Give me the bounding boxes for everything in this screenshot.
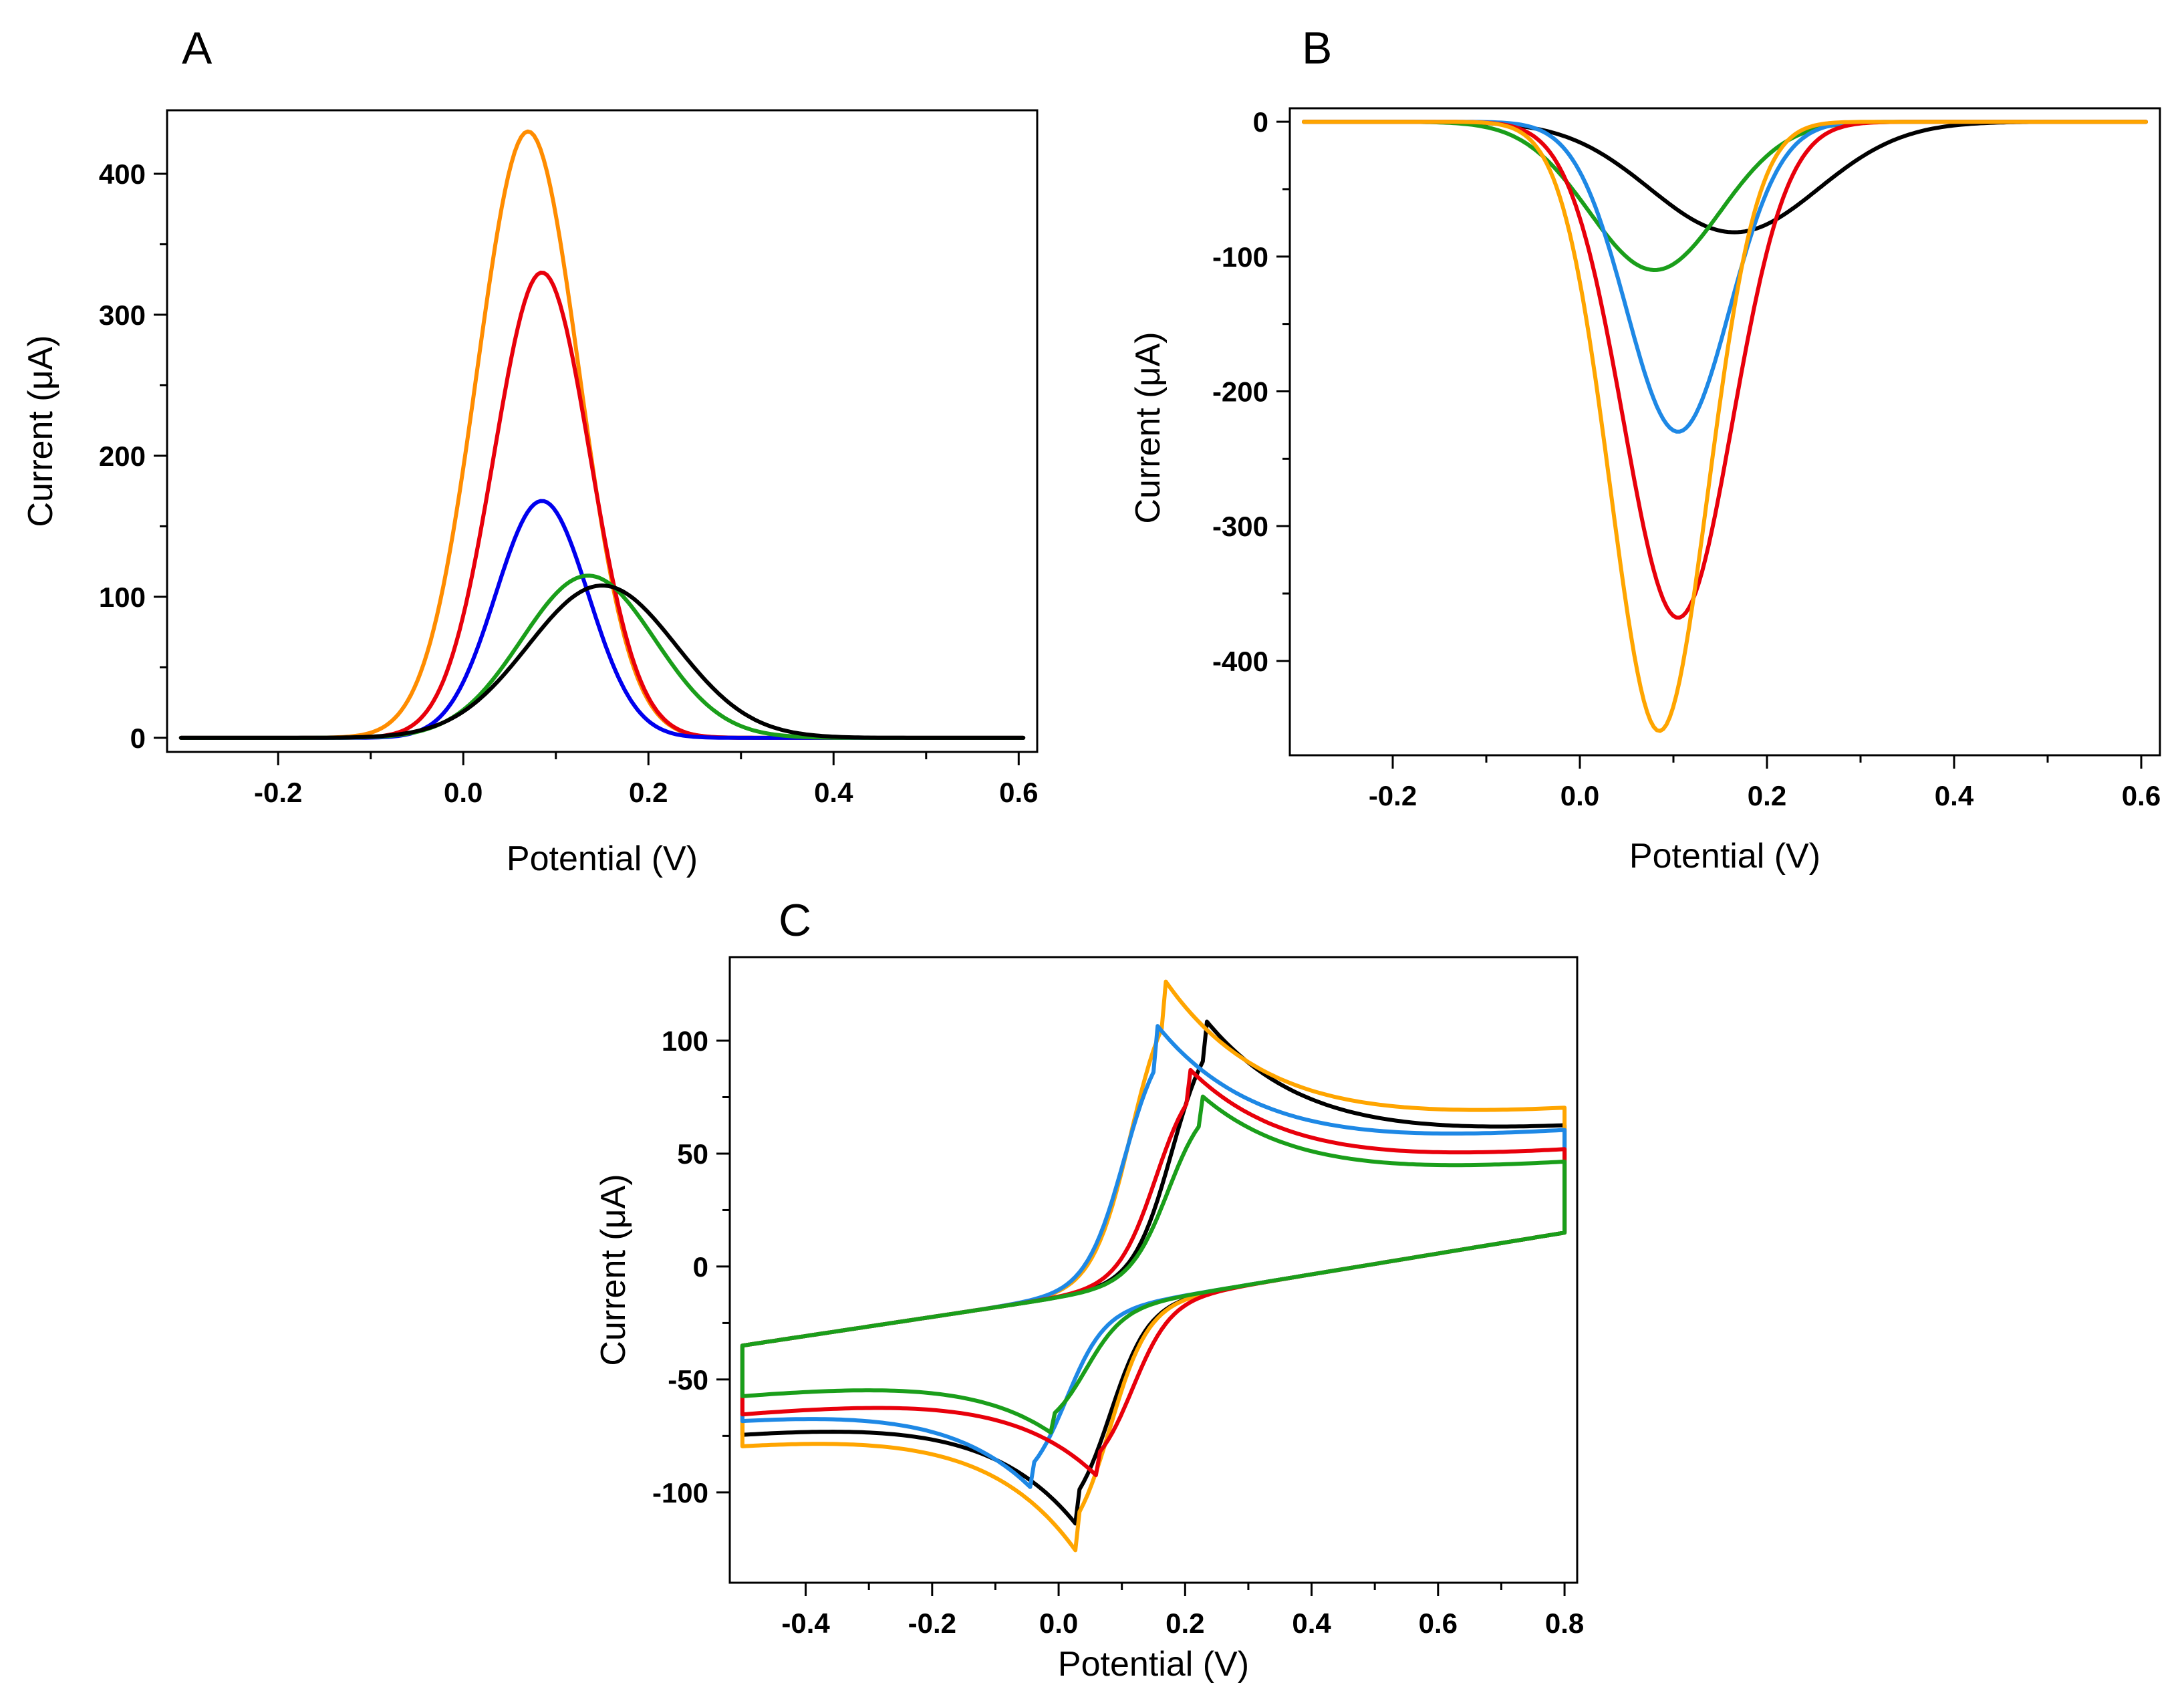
panel-b-series-line xyxy=(1302,120,2148,434)
panel-b-series-line xyxy=(1302,120,2148,235)
panel-a-letter: A xyxy=(182,23,213,74)
panel-a-series-line xyxy=(178,583,1026,740)
panel-a-curves xyxy=(178,129,1026,740)
panel-a-x-tick-label: 0.2 xyxy=(629,777,668,808)
panel-b-x-axis-title: Potential (V) xyxy=(1629,837,1820,876)
panel-b-y-tick-label: -100 xyxy=(1212,241,1268,273)
panel-b-y-tick-label: -300 xyxy=(1212,511,1268,542)
panel-a-x-tick-label: -0.2 xyxy=(254,777,302,808)
panel-b-y-tick-label: -200 xyxy=(1212,376,1268,408)
panel-c-series-line xyxy=(740,1094,1567,1435)
panel-c-y-tick-label: -100 xyxy=(652,1477,708,1509)
panel-b-series-line xyxy=(1302,120,2148,272)
panel-c-x-tick-label: 0.8 xyxy=(1545,1607,1584,1639)
panel-c-y-tick-label: -50 xyxy=(668,1364,708,1396)
panel-b-x-tick-label: 0.0 xyxy=(1560,780,1599,811)
panel-a-y-tick-label: 400 xyxy=(99,158,146,190)
panel-c-series-line xyxy=(740,1067,1567,1477)
panel-b-plot-frame xyxy=(1288,107,2161,757)
panel-a-x-axis-title: Potential (V) xyxy=(507,839,698,878)
panel-c-x-tick-label: 0.6 xyxy=(1419,1607,1458,1639)
panel-c-x-axis-title: Potential (V) xyxy=(1058,1645,1249,1684)
panel-a-x-tick-label: 0.0 xyxy=(444,777,483,808)
panel-c-x-tick-label: -0.2 xyxy=(908,1607,956,1639)
panel-a-ticks: -0.2 0.0 0.2 0.4 0.6 0 100 200 300 400 xyxy=(99,158,1039,808)
panel-b-x-tick-label: 0.6 xyxy=(2122,780,2161,811)
panel-b-letter: B xyxy=(1302,23,1332,74)
panel-b-curves xyxy=(1302,120,2148,733)
panel-b-y-tick-label: -400 xyxy=(1212,646,1268,677)
panel-b-x-tick-label: 0.4 xyxy=(1935,780,1974,811)
panel-c-y-axis-title: Current (μA) xyxy=(594,1174,633,1366)
panel-a-x-tick-label: 0.6 xyxy=(999,777,1038,808)
panel-a-y-tick-label: 100 xyxy=(99,581,146,613)
panel-c-series-line xyxy=(740,1024,1567,1489)
panel-c-ticks: -0.4 -0.2 0.0 0.2 0.4 0.6 0.8 100 50 0 -50 -100 xyxy=(652,1025,1584,1639)
panel-a: A -0.2 0.0 0.2 0.4 0.6 0 100 200 300 400 Potentia… xyxy=(21,23,1039,878)
panel-c: C -0.4 -0.2 0.0 0.2 0.4 0.6 0.8 100 50 0 -50 -100 P… xyxy=(594,895,1584,1684)
panel-b-ticks: -0.2 0.0 0.2 0.4 0.6 0 -100 -200 -300 -400 xyxy=(1212,106,2161,811)
panel-a-y-tick-label: 300 xyxy=(99,299,146,331)
panel-c-x-tick-label: -0.4 xyxy=(781,1607,830,1639)
panel-c-x-tick-label: 0.2 xyxy=(1166,1607,1204,1639)
panel-c-y-tick-label: 50 xyxy=(677,1138,708,1170)
panel-c-series-line xyxy=(740,1019,1567,1526)
panel-c-x-tick-label: 0.4 xyxy=(1292,1607,1331,1639)
panel-a-y-tick-label: 0 xyxy=(130,723,146,754)
panel-c-plot-frame xyxy=(728,956,1579,1584)
panel-b-y-tick-label: 0 xyxy=(1253,106,1268,138)
panel-c-curves xyxy=(740,979,1567,1553)
panel-a-y-axis-title: Current (μA) xyxy=(21,335,60,527)
panel-a-series-line xyxy=(178,270,1026,740)
panel-a-y-tick-label: 200 xyxy=(99,440,146,472)
panel-c-y-tick-label: 0 xyxy=(693,1251,708,1283)
panel-b-x-tick-label: -0.2 xyxy=(1369,780,1417,811)
panel-c-y-tick-label: 100 xyxy=(662,1025,708,1057)
panel-c-x-tick-label: 0.0 xyxy=(1039,1607,1078,1639)
panel-a-plot-frame xyxy=(166,109,1039,753)
panel-b-y-axis-title: Current (μA) xyxy=(1129,332,1168,523)
panel-b-x-tick-label: 0.2 xyxy=(1748,780,1786,811)
panel-a-series-line xyxy=(178,573,1026,740)
panel-a-series-line xyxy=(178,129,1026,740)
panel-b: B -0.2 0.0 0.2 0.4 0.6 0 -100 -200 -300 -400 Pote… xyxy=(1129,23,2161,876)
panel-a-x-tick-label: 0.4 xyxy=(814,777,853,808)
panel-b-series-line xyxy=(1302,120,2148,733)
panel-c-letter: C xyxy=(779,895,811,946)
